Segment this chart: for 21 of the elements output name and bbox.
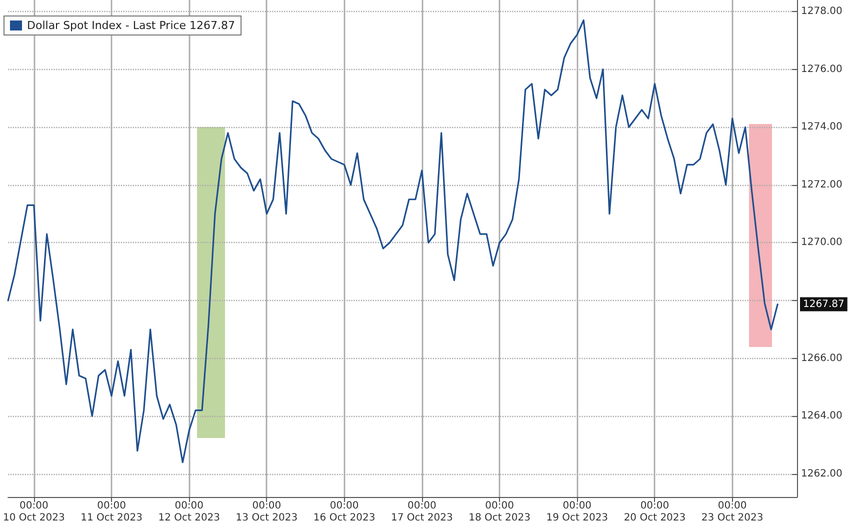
line-series: [7, 19, 778, 464]
y-tick-label: 1264.00: [801, 410, 842, 422]
x-tick-label: 00:00 20 Oct 2023: [624, 500, 686, 524]
x-tick-label: 00:00 23 Oct 2023: [701, 500, 764, 524]
x-tick-label: 00:00 18 Oct 2023: [468, 500, 530, 524]
x-tick-label: 00:00 11 Oct 2023: [80, 500, 142, 524]
y-tick-label: 1272.00: [801, 179, 842, 190]
x-tick-label: 00:00 12 Oct 2023: [158, 500, 220, 524]
y-tick-label: 1276.00: [801, 64, 842, 75]
y-tick-label: 1262.00: [801, 468, 842, 480]
text: 1267.87: [803, 298, 844, 310]
legend-label: Dollar Spot Index - Last Price 1267.87: [27, 19, 236, 32]
x-tick-label: 00:00 17 Oct 2023: [391, 500, 453, 524]
y-tick-label: 1270.00: [801, 237, 842, 248]
y-tick-label: 1278.00: [801, 6, 842, 18]
y-tick-label: 1274.00: [801, 122, 842, 133]
x-tick-label: 00:00 10 Oct 2023: [2, 500, 65, 524]
x-tick-label: 00:00 16 Oct 2023: [313, 500, 376, 524]
x-tick-label: 00:00 19 Oct 2023: [546, 500, 608, 524]
x-tick-label: 00:00 13 Oct 2023: [236, 500, 298, 524]
y-tick-label: 1266.00: [801, 352, 842, 364]
